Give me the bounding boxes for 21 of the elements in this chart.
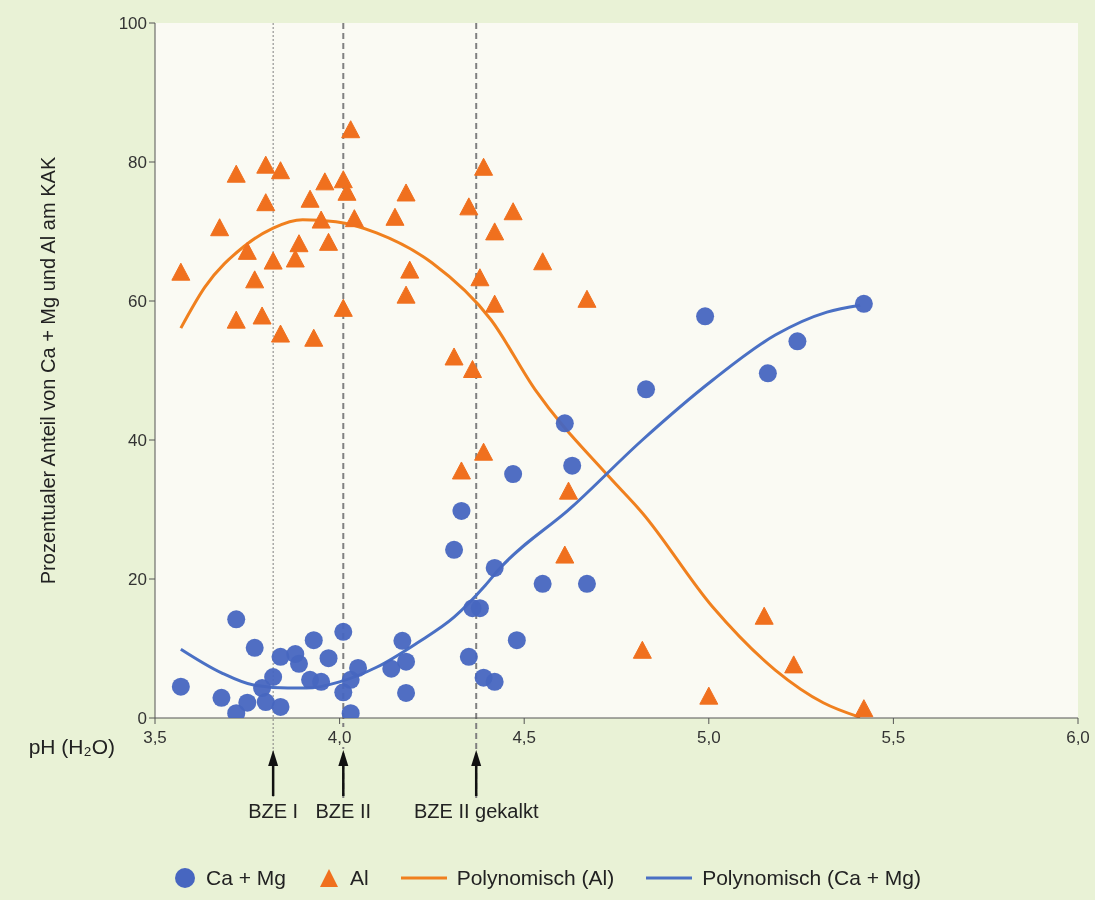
legend-label: Polynomisch (Ca + Mg) <box>702 866 921 890</box>
x-tick-label: 4,5 <box>512 728 537 747</box>
x-tick-label: 4,0 <box>327 728 352 747</box>
legend-label: Polynomisch (Al) <box>456 866 615 890</box>
y-axis-title: Prozentualer Anteil von Ca + Mg und Al am KAK <box>37 156 59 585</box>
legend-label: Ca + Mg <box>205 866 286 890</box>
ref-line-label: BZE II gekalkt <box>413 800 539 822</box>
y-tick-label: 20 <box>128 570 147 590</box>
x-tick-label: 6,0 <box>1066 728 1090 747</box>
y-tick-label: 100 <box>118 14 147 34</box>
y-tick-label: 0 <box>137 709 147 729</box>
y-tick-label: 40 <box>128 431 147 451</box>
legend-label: Al <box>349 866 369 890</box>
x-tick-label: 5,0 <box>696 728 721 747</box>
x-tick-label: 5,5 <box>881 728 906 747</box>
ref-line-label: BZE I <box>248 800 299 822</box>
y-tick-label: 80 <box>128 153 147 173</box>
x-axis-title: pH (H₂O) <box>28 735 115 758</box>
ref-line-label: BZE II <box>315 800 372 822</box>
x-tick-label: 3,5 <box>143 728 167 747</box>
y-tick-label: 60 <box>128 292 147 312</box>
